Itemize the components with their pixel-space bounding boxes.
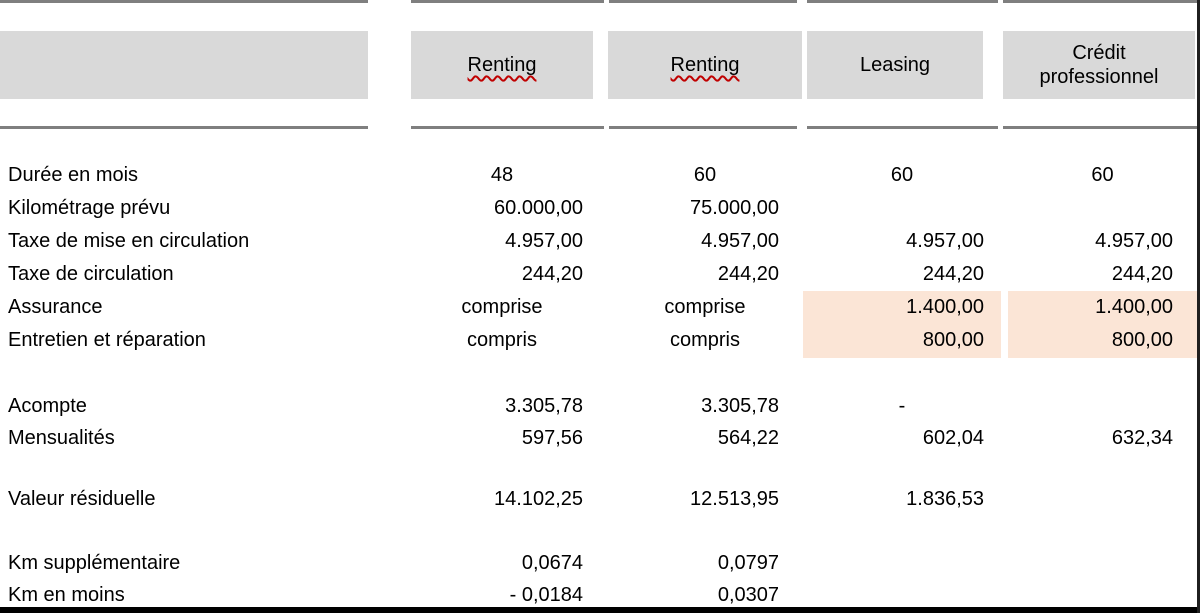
table-cell[interactable]: 4.957,00 — [906, 230, 984, 252]
row-label[interactable]: Km supplémentaire — [8, 552, 181, 574]
table-cell[interactable]: 1.400,00 — [906, 296, 984, 318]
header-cell-empty[interactable] — [0, 31, 368, 99]
column-header-credit-professionnel[interactable]: Crédit professionnel — [1003, 31, 1195, 99]
table-cell[interactable]: 800,00 — [922, 329, 984, 351]
row-label[interactable]: Acompte — [8, 395, 87, 417]
table-cell[interactable]: compris — [669, 329, 740, 351]
table-row: Mensualités 597,56 564,22 602,04 632,34 — [0, 422, 1200, 455]
table-cell[interactable]: 0,0307 — [717, 584, 779, 606]
table-cell[interactable]: 48 — [490, 164, 514, 186]
table-cell[interactable]: 632,34 — [1111, 427, 1173, 449]
table-cell[interactable]: 244,20 — [521, 263, 583, 285]
top-border-segment — [807, 0, 998, 3]
table-cell[interactable]: 564,22 — [717, 427, 779, 449]
table-cell[interactable]: comprise — [461, 296, 543, 318]
table-cell[interactable]: 60 — [693, 164, 717, 186]
table-cell[interactable]: 0,0674 — [521, 552, 583, 574]
row-label[interactable]: Mensualités — [8, 427, 115, 449]
column-header-renting-48[interactable]: Renting — [411, 31, 593, 99]
row-label[interactable]: Taxe de mise en circulation — [8, 230, 250, 252]
table-row: Acompte 3.305,78 3.305,78 - — [0, 390, 1200, 423]
table-cell[interactable]: 1.400,00 — [1095, 296, 1173, 318]
table-cell[interactable]: 60 — [1091, 164, 1114, 186]
table-cell[interactable]: 602,04 — [922, 427, 984, 449]
table-cell[interactable]: 4.957,00 — [1095, 230, 1173, 252]
table-row: Taxe de circulation 244,20 244,20 244,20… — [0, 258, 1200, 291]
highlight-block-credit — [1008, 291, 1197, 358]
column-header-label: Renting — [670, 54, 740, 76]
column-header-leasing[interactable]: Leasing — [807, 31, 983, 99]
row-label[interactable]: Entretien et réparation — [8, 329, 206, 351]
highlight-block-leasing — [803, 291, 1001, 358]
table-cell[interactable]: 244,20 — [922, 263, 984, 285]
header-underline-segment — [609, 126, 797, 129]
table-cell[interactable]: 800,00 — [1111, 329, 1173, 351]
row-label[interactable]: Durée en mois — [8, 164, 139, 186]
column-header-label: Leasing — [859, 54, 931, 76]
column-header-label: Renting — [467, 54, 537, 76]
table-cell[interactable]: 0,0797 — [717, 552, 779, 574]
table-row: Km en moins - 0,0184 0,0307 — [0, 579, 1200, 612]
top-border-segment — [1003, 0, 1197, 3]
table-cell[interactable]: 244,20 — [717, 263, 779, 285]
table-cell[interactable]: 1.836,53 — [906, 488, 984, 510]
column-header-renting-60[interactable]: Renting — [608, 31, 802, 99]
table-cell[interactable]: 597,56 — [521, 427, 583, 449]
table-row: Entretien et réparation compris compris … — [0, 324, 1200, 357]
table-cell[interactable]: comprise — [664, 296, 746, 318]
table-cell[interactable]: 12.513,95 — [690, 488, 779, 510]
table-cell[interactable]: 75.000,00 — [690, 197, 779, 219]
top-border-segment — [0, 0, 368, 3]
top-border-segment — [411, 0, 604, 3]
row-label[interactable]: Taxe de circulation — [8, 263, 174, 285]
row-label[interactable]: Valeur résiduelle — [8, 488, 156, 510]
table-cell[interactable]: - — [898, 395, 906, 417]
table-cell[interactable]: 60.000,00 — [494, 197, 583, 219]
table-row: Durée en mois 48 60 60 60 — [0, 159, 1200, 192]
header-underline-segment — [807, 126, 998, 129]
table-cell[interactable]: 244,20 — [1111, 263, 1173, 285]
table-cell[interactable]: compris — [466, 329, 537, 351]
table-cell[interactable]: 14.102,25 — [494, 488, 583, 510]
table-row: Assurance comprise comprise 1.400,00 1.4… — [0, 291, 1200, 324]
table-row: Km supplémentaire 0,0674 0,0797 — [0, 547, 1200, 580]
table-cell[interactable]: 3.305,78 — [505, 395, 583, 417]
table-cell[interactable]: 60 — [890, 164, 914, 186]
right-border — [1197, 0, 1200, 613]
table-cell[interactable]: 4.957,00 — [701, 230, 779, 252]
table-row: Valeur résiduelle 14.102,25 12.513,95 1.… — [0, 483, 1200, 516]
row-label[interactable]: Km en moins — [8, 584, 125, 606]
table-cell[interactable]: - 0,0184 — [509, 584, 583, 606]
bottom-border — [0, 607, 1200, 613]
header-underline-segment — [0, 126, 368, 129]
table-row: Kilométrage prévu 60.000,00 75.000,00 — [0, 192, 1200, 225]
header-underline-segment — [411, 126, 604, 129]
table-row: Taxe de mise en circulation 4.957,00 4.9… — [0, 225, 1200, 258]
top-border-segment — [609, 0, 797, 3]
row-label[interactable]: Kilométrage prévu — [8, 197, 171, 219]
table-cell[interactable]: 4.957,00 — [505, 230, 583, 252]
header-underline-segment — [1003, 126, 1197, 129]
table-cell[interactable]: 3.305,78 — [701, 395, 779, 417]
row-label[interactable]: Assurance — [8, 296, 103, 318]
column-header-label: Crédit professionnel — [1039, 42, 1159, 88]
